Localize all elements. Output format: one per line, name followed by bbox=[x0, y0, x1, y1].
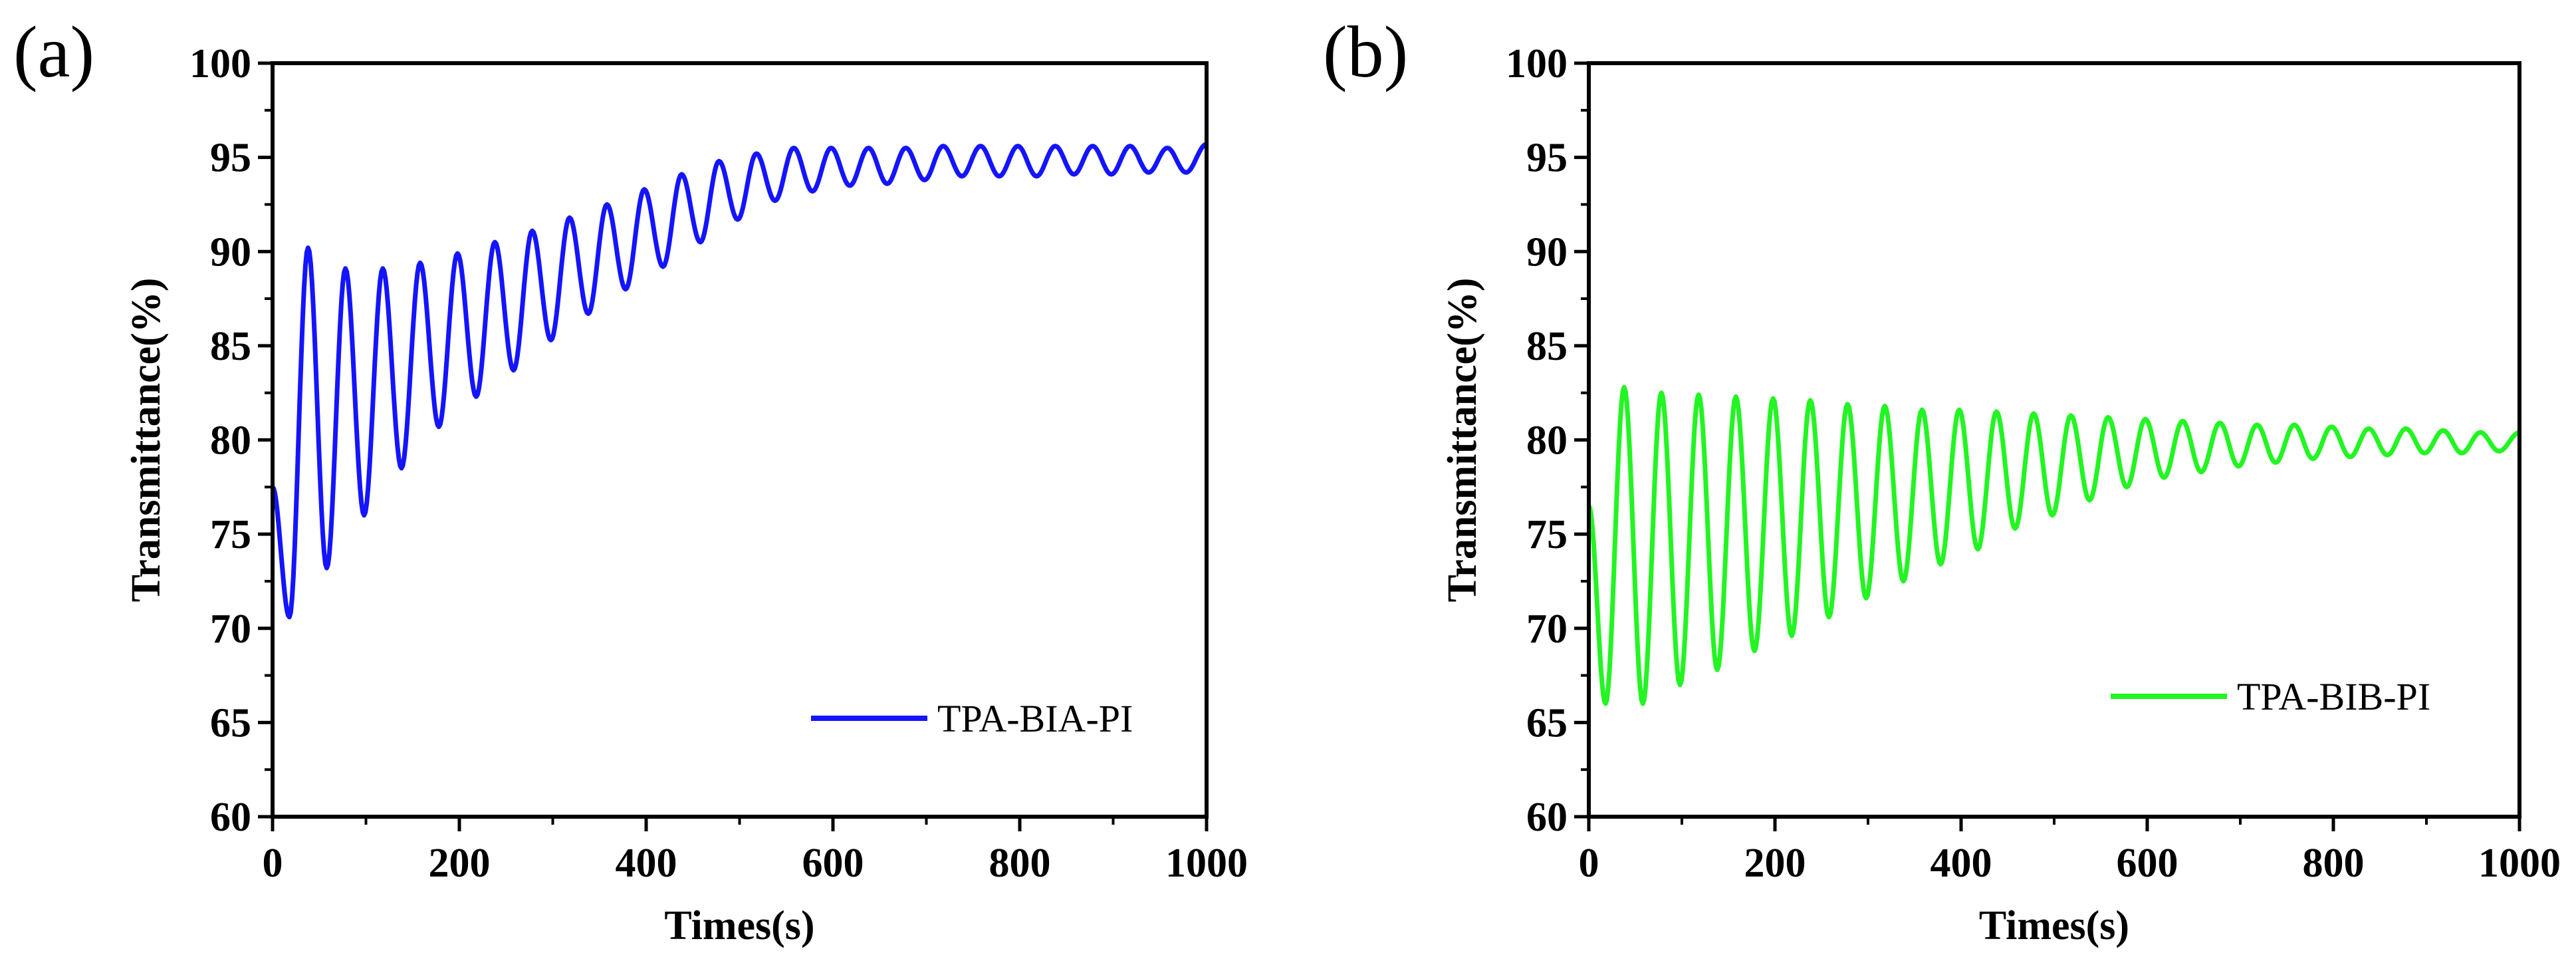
y-tick-label: 65 bbox=[1526, 700, 1568, 746]
y-axis-title: Transmittance(%) bbox=[1440, 278, 1485, 603]
x-tick-label: 200 bbox=[429, 841, 491, 886]
y-tick-label: 90 bbox=[1526, 229, 1568, 275]
legend-label: TPA-BIB-PI bbox=[2237, 675, 2430, 718]
y-tick-label: 75 bbox=[1526, 512, 1568, 557]
y-tick-label: 70 bbox=[1526, 607, 1568, 652]
y-tick-label: 90 bbox=[210, 229, 251, 275]
x-tick-label: 400 bbox=[1931, 841, 1992, 886]
y-tick-label: 65 bbox=[210, 700, 251, 746]
x-tick-label: 0 bbox=[263, 841, 283, 886]
chart-panel-a: (a) TPA-BIA-PI 0 200 400 600 800 1000 60 65 70 75 80… bbox=[13, 11, 1248, 948]
y-tick-label: 60 bbox=[1526, 795, 1568, 840]
x-tick-label: 800 bbox=[989, 841, 1051, 886]
y-tick-label: 85 bbox=[1526, 324, 1568, 369]
y-tick-label: 85 bbox=[210, 324, 251, 369]
x-tick-label: 200 bbox=[1744, 841, 1806, 886]
y-tick-label: 95 bbox=[210, 136, 251, 181]
y-tick-label: 70 bbox=[210, 607, 251, 652]
y-tick-label: 95 bbox=[1526, 136, 1568, 181]
x-tick-label: 1000 bbox=[1165, 841, 1248, 886]
y-tick-label: 100 bbox=[189, 41, 251, 86]
y-tick-label: 100 bbox=[1506, 41, 1568, 86]
x-axis-title: Times(s) bbox=[664, 903, 814, 948]
series-line-tpa-bia-pi bbox=[273, 142, 1207, 620]
y-tick-label: 80 bbox=[1526, 418, 1568, 464]
x-tick-label: 1000 bbox=[2478, 841, 2561, 886]
y-tick-label: 60 bbox=[210, 795, 251, 840]
y-axis-title: Transmittance(%) bbox=[124, 278, 169, 603]
panel-label: (a) bbox=[13, 11, 94, 92]
legend-label: TPA-BIA-PI bbox=[937, 697, 1133, 740]
y-tick-label: 80 bbox=[210, 418, 251, 464]
y-tick-label: 75 bbox=[210, 512, 251, 557]
x-axis-title: Times(s) bbox=[1979, 903, 2129, 948]
chart-panel-b: (b) TPA-BIB-PI 0 200 400 600 800 1000 60 65 70 75 80… bbox=[1323, 11, 2561, 948]
series-line-tpa-bib-pi bbox=[1589, 384, 2519, 706]
panel-label: (b) bbox=[1323, 11, 1408, 92]
x-tick-label: 800 bbox=[2303, 841, 2365, 886]
x-tick-label: 400 bbox=[616, 841, 677, 886]
x-tick-label: 0 bbox=[1579, 841, 1599, 886]
x-tick-label: 600 bbox=[2117, 841, 2178, 886]
x-tick-label: 600 bbox=[802, 841, 864, 886]
